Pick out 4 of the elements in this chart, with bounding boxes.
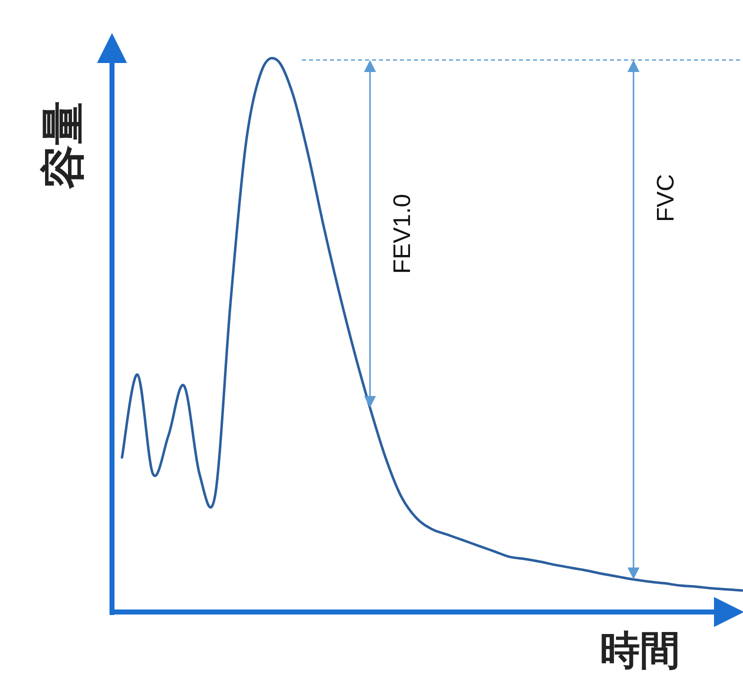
annotation: FVC xyxy=(652,174,680,222)
y-axis-title: 容量 xyxy=(39,101,88,190)
x-axis-title: 時間 xyxy=(600,629,680,673)
annotation: FEV1.0 xyxy=(389,194,416,274)
